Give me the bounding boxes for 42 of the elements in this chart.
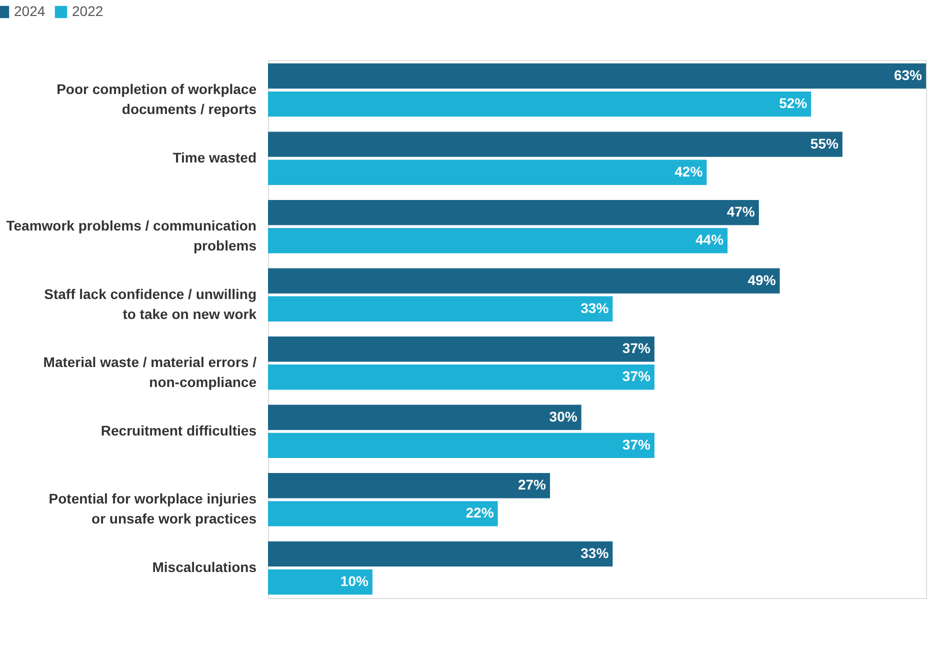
bar (268, 364, 654, 390)
bar (268, 296, 613, 322)
y-tick-label: Staff lack confidence / unwilling to take on new work (44, 286, 257, 322)
legend-label: 2022 (72, 3, 104, 19)
data-label: 33% (580, 544, 610, 561)
bar (268, 200, 759, 226)
data-label: 10% (340, 572, 369, 589)
bar (268, 432, 654, 458)
bar (268, 160, 707, 185)
bar (268, 336, 654, 362)
data-label: 37% (622, 368, 651, 384)
bar (268, 132, 842, 157)
bar (268, 63, 926, 89)
bar (268, 404, 582, 430)
data-label: 44% (696, 232, 724, 248)
bar (268, 228, 728, 254)
data-label: 55% (810, 135, 839, 152)
data-label: 52% (779, 95, 808, 112)
legend-label: 2024 (14, 3, 46, 19)
data-label: 49% (748, 272, 776, 288)
y-tick-label: Teamwork problems / communication problems (6, 218, 257, 254)
bar (268, 501, 498, 526)
y-tick-label: Poor completion of workplace documents / reports (56, 81, 257, 118)
data-label: 37% (622, 436, 651, 452)
data-label: 30% (549, 408, 578, 424)
data-label: 37% (622, 340, 651, 356)
y-tick-label: Miscalculations (152, 558, 257, 575)
y-tick-label: Recruitment difficulties (100, 422, 257, 438)
bar (268, 541, 613, 567)
bar (268, 268, 780, 294)
y-tick-label: Material waste / material errors / non-compliance (43, 354, 257, 390)
y-tick-label: Potential for workplace injuries or unsafe work practices (48, 490, 257, 527)
data-label: 42% (674, 163, 704, 180)
data-label: 22% (466, 504, 494, 521)
data-label: 63% (894, 67, 923, 84)
data-label: 47% (726, 204, 756, 220)
bar (268, 473, 550, 498)
data-label: 33% (580, 300, 610, 316)
y-tick-label: Time wasted (172, 149, 256, 166)
data-label: 27% (518, 476, 547, 493)
bar (268, 569, 372, 595)
bar (268, 91, 812, 117)
